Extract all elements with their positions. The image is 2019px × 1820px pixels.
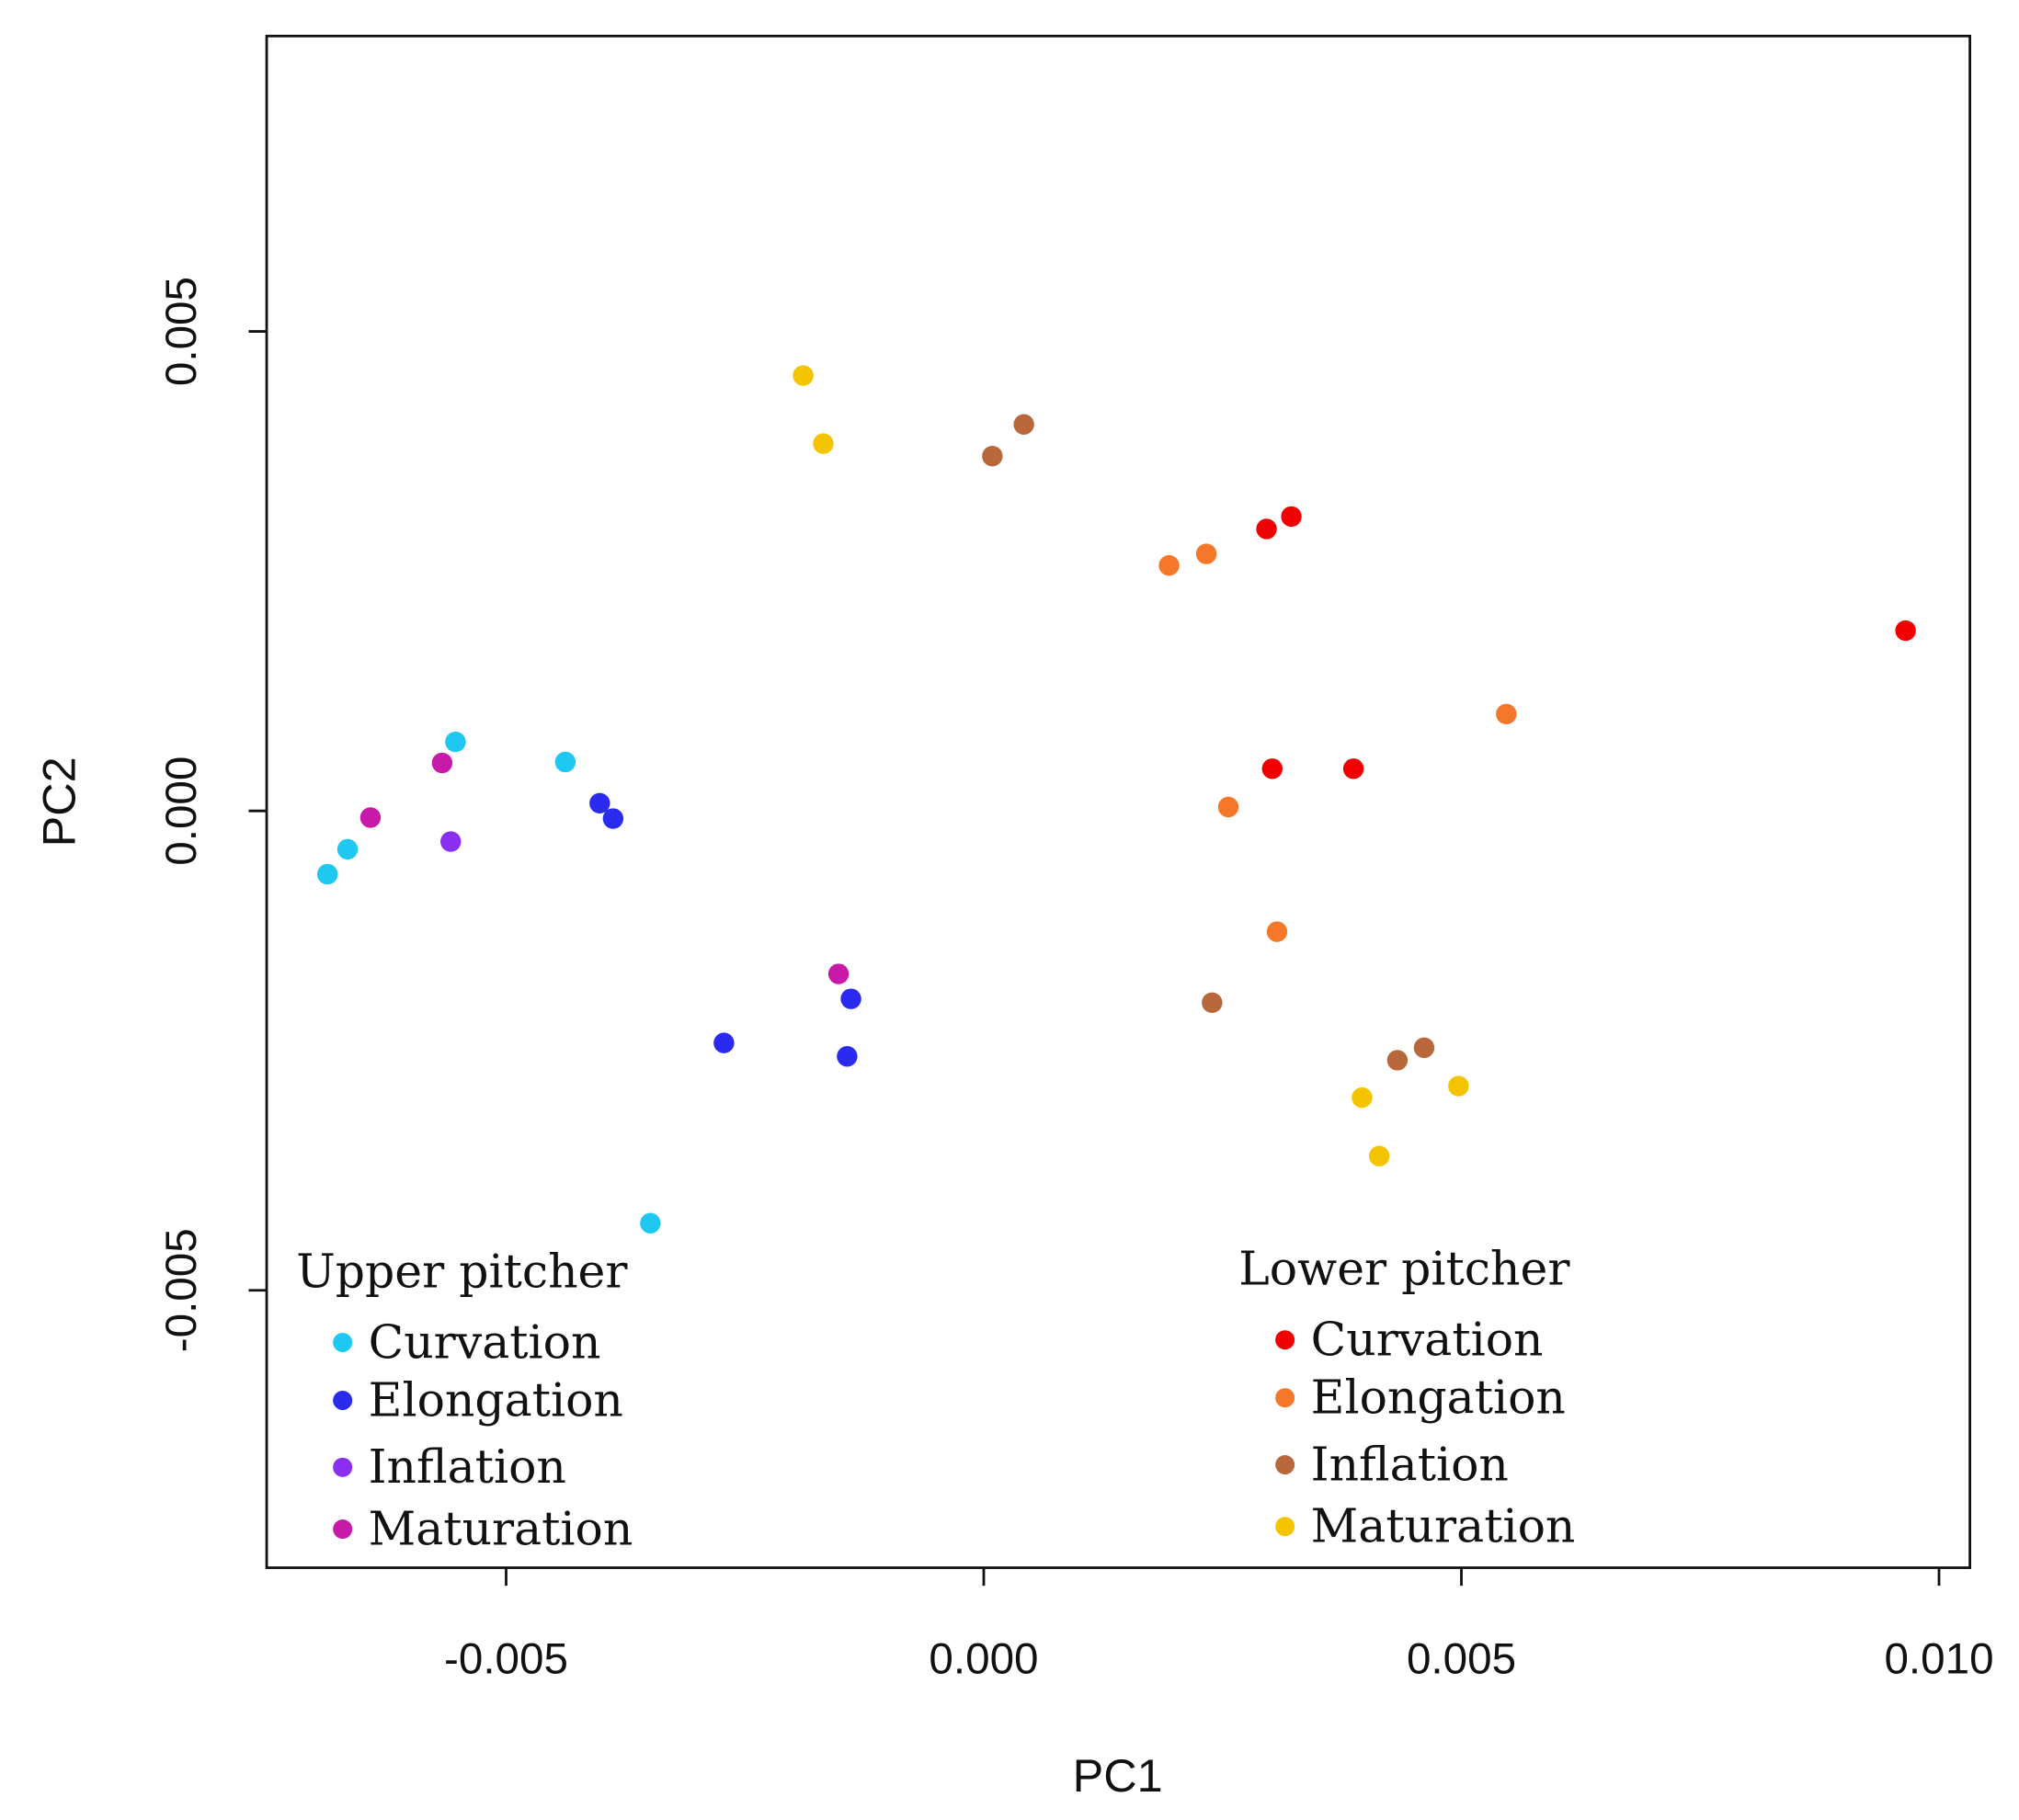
legend-marker bbox=[1275, 1455, 1295, 1475]
legend-marker bbox=[1275, 1330, 1295, 1350]
y-axis-label: PC2 bbox=[32, 756, 85, 847]
data-point-upper-elongation bbox=[840, 988, 861, 1009]
x-axis-label: PC1 bbox=[1073, 1749, 1163, 1802]
y-tick-label: -0.005 bbox=[157, 1228, 206, 1352]
data-point-lower-elongation bbox=[1195, 543, 1217, 564]
data-point-lower-curvation bbox=[1342, 758, 1364, 779]
data-point-upper-elongation bbox=[837, 1046, 858, 1067]
legend-label: Inflation bbox=[1311, 1437, 1509, 1491]
data-point-lower-elongation bbox=[1158, 554, 1180, 576]
data-point-lower-maturation bbox=[1448, 1075, 1469, 1097]
legend-label: Curvation bbox=[369, 1314, 601, 1369]
data-point-upper-curvation bbox=[316, 863, 338, 885]
data-point-upper-maturation bbox=[827, 963, 850, 984]
data-point-lower-maturation bbox=[813, 433, 834, 454]
x-axis: -0.005 0.000 0.005 0.010 bbox=[444, 1567, 1994, 1683]
data-point-upper-elongation bbox=[602, 808, 624, 829]
data-point-lower-maturation bbox=[1352, 1086, 1373, 1109]
data-point-upper-maturation bbox=[431, 752, 453, 774]
data-point-lower-inflation bbox=[1386, 1050, 1409, 1071]
data-point-upper-curvation bbox=[640, 1212, 661, 1234]
y-tick-label: 0.000 bbox=[157, 756, 206, 866]
legend-marker bbox=[1275, 1388, 1295, 1408]
y-tick-label: 0.005 bbox=[157, 277, 206, 386]
legend-marker bbox=[333, 1519, 353, 1540]
legend-label: Elongation bbox=[369, 1372, 623, 1427]
legend-marker bbox=[333, 1332, 353, 1352]
plot-frame bbox=[265, 34, 1972, 1569]
data-point-lower-inflation bbox=[1202, 992, 1223, 1014]
data-point-lower-maturation bbox=[1368, 1145, 1390, 1166]
legend-label: Inflation bbox=[369, 1439, 566, 1494]
legend-label: Maturation bbox=[1311, 1499, 1576, 1553]
y-axis: -0.005 0.000 0.005 bbox=[157, 277, 268, 1352]
legend-label: Curvation bbox=[1311, 1312, 1544, 1366]
data-point-lower-inflation bbox=[1013, 414, 1034, 435]
data-point-upper-elongation bbox=[713, 1032, 735, 1053]
data-point-lower-maturation bbox=[793, 365, 814, 386]
legend-title-lower: Lower pitcher bbox=[1238, 1241, 1570, 1295]
data-point-upper-inflation bbox=[440, 831, 462, 852]
data-point-upper-curvation bbox=[336, 838, 359, 860]
legend-label: Elongation bbox=[1311, 1371, 1566, 1425]
legend-label: Maturation bbox=[369, 1501, 633, 1555]
data-point-lower-curvation bbox=[1256, 518, 1277, 540]
data-point-upper-curvation bbox=[554, 751, 576, 773]
data-point-upper-curvation bbox=[445, 731, 466, 753]
legend-marker bbox=[1275, 1517, 1295, 1537]
legend-title-upper: Upper pitcher bbox=[296, 1244, 628, 1298]
x-tick-label: 0.005 bbox=[1407, 1634, 1516, 1683]
x-tick-label: 0.010 bbox=[1884, 1634, 1993, 1683]
legend-marker bbox=[333, 1457, 353, 1477]
data-point-upper-elongation bbox=[589, 792, 610, 814]
data-point-lower-elongation bbox=[1496, 703, 1517, 725]
x-tick-label: -0.005 bbox=[444, 1634, 568, 1683]
x-tick-label: 0.000 bbox=[929, 1634, 1038, 1683]
data-point-lower-elongation bbox=[1266, 921, 1288, 942]
data-point-lower-curvation bbox=[1261, 758, 1283, 779]
legend-marker bbox=[333, 1391, 353, 1411]
data-points bbox=[316, 365, 1916, 1234]
data-point-lower-curvation bbox=[1281, 506, 1302, 528]
data-point-lower-inflation bbox=[1413, 1037, 1435, 1059]
data-point-lower-inflation bbox=[982, 445, 1003, 467]
data-point-lower-elongation bbox=[1217, 796, 1239, 818]
data-point-lower-curvation bbox=[1895, 620, 1916, 642]
data-point-upper-maturation bbox=[359, 807, 382, 828]
